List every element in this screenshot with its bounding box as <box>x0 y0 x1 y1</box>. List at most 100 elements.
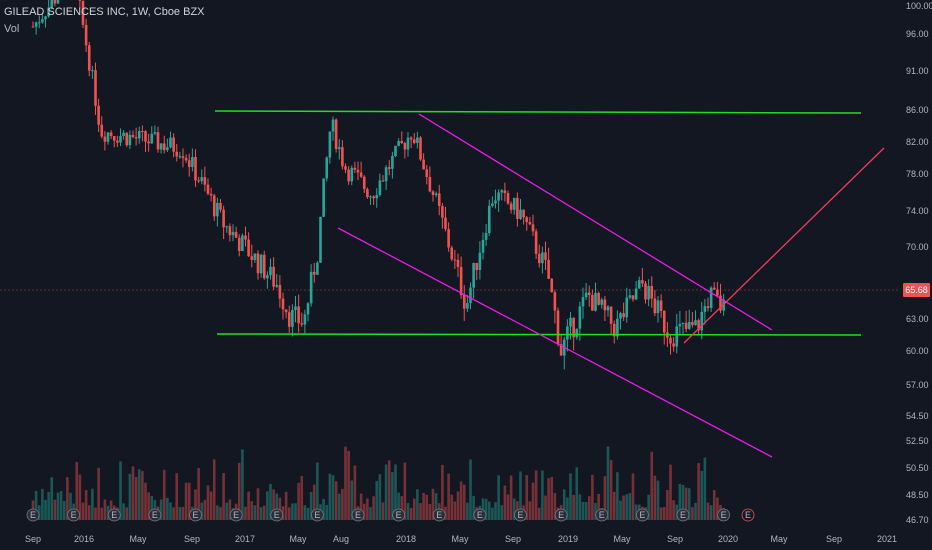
candle-body <box>375 194 379 199</box>
earnings-marker[interactable]: E <box>432 508 446 522</box>
volume-bar <box>472 495 475 520</box>
earnings-marker[interactable]: E <box>26 508 40 522</box>
volume-bar <box>244 506 247 520</box>
volume-bar <box>587 496 591 520</box>
volume-bar <box>462 484 466 520</box>
volume-bar <box>87 505 91 520</box>
breakout-line[interactable] <box>683 147 885 344</box>
volume-bar <box>300 476 304 520</box>
volume-bar <box>97 467 100 520</box>
candle-body <box>137 131 141 139</box>
volume-bar <box>422 492 425 520</box>
candle-body <box>609 306 613 324</box>
svg-text:E: E <box>71 510 77 520</box>
candle-body <box>175 151 179 157</box>
volume-bar <box>250 501 254 520</box>
earnings-marker[interactable]: E <box>392 508 406 522</box>
earnings-marker[interactable]: E <box>310 508 324 522</box>
volume-bar <box>306 507 310 520</box>
resistance-line[interactable] <box>214 110 862 114</box>
price-axis[interactable]: 100.00 96.00 91.00 86.00 82.00 78.00 74.00 70.0… <box>906 1 932 525</box>
candle-body <box>259 254 263 274</box>
earnings-marker[interactable]: E <box>554 508 568 522</box>
candle-body <box>550 278 554 293</box>
time-axis[interactable]: Sep 2016 May Sep 2017 May Aug 2018 May Sep 2019 May… <box>25 534 897 544</box>
candle-body <box>247 239 250 257</box>
y-tick-label: 52.50 <box>906 436 929 446</box>
candle-body <box>122 132 125 137</box>
candle-body <box>534 231 538 254</box>
candle-body <box>41 19 44 23</box>
volume-bar <box>544 495 547 520</box>
earnings-marker[interactable]: E <box>148 508 162 522</box>
volume-bar <box>347 450 350 520</box>
svg-text:E: E <box>721 510 727 520</box>
volume-bar <box>294 503 297 520</box>
volume-bar <box>150 495 154 520</box>
candle-body <box>472 263 475 288</box>
volume-bar <box>650 451 654 520</box>
volume-bar <box>137 469 141 520</box>
earnings-marker[interactable]: E <box>270 508 284 522</box>
candle-body <box>700 311 704 331</box>
volume-bar <box>628 493 632 520</box>
candle-body <box>225 226 229 228</box>
volume-bar <box>416 489 419 520</box>
earnings-marker[interactable]: E <box>635 508 649 522</box>
candle-body <box>556 310 560 345</box>
volume-bar <box>662 507 666 520</box>
earnings-marker[interactable]: E <box>514 508 527 522</box>
candle-body <box>172 137 175 152</box>
candle-body <box>253 253 257 261</box>
earnings-marker[interactable]: E <box>229 508 243 522</box>
trend-drawings[interactable] <box>214 110 885 458</box>
volume-bar <box>197 468 200 520</box>
earnings-marker[interactable]: E <box>189 508 202 522</box>
x-tick-label: May <box>129 534 147 544</box>
candle-body <box>56 0 60 4</box>
volume-bar <box>506 494 510 520</box>
volume-bar <box>331 475 335 520</box>
earnings-marker[interactable]: E <box>595 508 609 522</box>
earnings-marker[interactable]: E <box>107 508 121 522</box>
candle-body <box>228 226 232 236</box>
y-tick-label: 48.50 <box>906 490 929 500</box>
volume-bar <box>297 482 300 520</box>
svg-text:E: E <box>558 510 564 520</box>
candle-body <box>456 259 460 267</box>
candle-body <box>184 158 188 161</box>
channel-lower-line[interactable] <box>337 227 773 458</box>
channel-upper-line[interactable] <box>418 113 773 331</box>
earnings-marker[interactable]: E <box>67 508 81 522</box>
volume-bar <box>434 493 438 520</box>
earnings-marker[interactable]: E <box>351 508 365 522</box>
earnings-marker[interactable]: E <box>473 508 487 522</box>
candle-body <box>541 252 544 264</box>
volume-bar <box>122 503 125 520</box>
y-tick-label: 54.50 <box>906 411 929 421</box>
volume-bar <box>119 461 122 520</box>
candle-body <box>347 169 350 182</box>
volume-bar <box>553 493 557 520</box>
candle-body <box>125 132 129 146</box>
volume-bar <box>325 504 329 520</box>
x-tick-label: 2019 <box>558 534 578 544</box>
candle-body <box>328 131 332 158</box>
svg-text:E: E <box>233 510 239 520</box>
x-tick-label: Sep <box>184 534 200 544</box>
volume-bar <box>569 473 572 520</box>
candle-body <box>528 221 532 225</box>
earnings-marker[interactable]: E <box>676 508 690 522</box>
volume-bar <box>684 487 688 520</box>
volume-bar <box>206 485 210 520</box>
volume-bar <box>528 501 532 520</box>
earnings-marker[interactable]: E <box>717 508 731 522</box>
candle-body <box>553 292 557 311</box>
candle-body <box>484 233 488 240</box>
svg-text:E: E <box>111 510 117 520</box>
volume-bar <box>194 489 197 520</box>
earnings-marker-upcoming[interactable]: E <box>741 508 755 522</box>
volume-bar <box>106 505 110 520</box>
